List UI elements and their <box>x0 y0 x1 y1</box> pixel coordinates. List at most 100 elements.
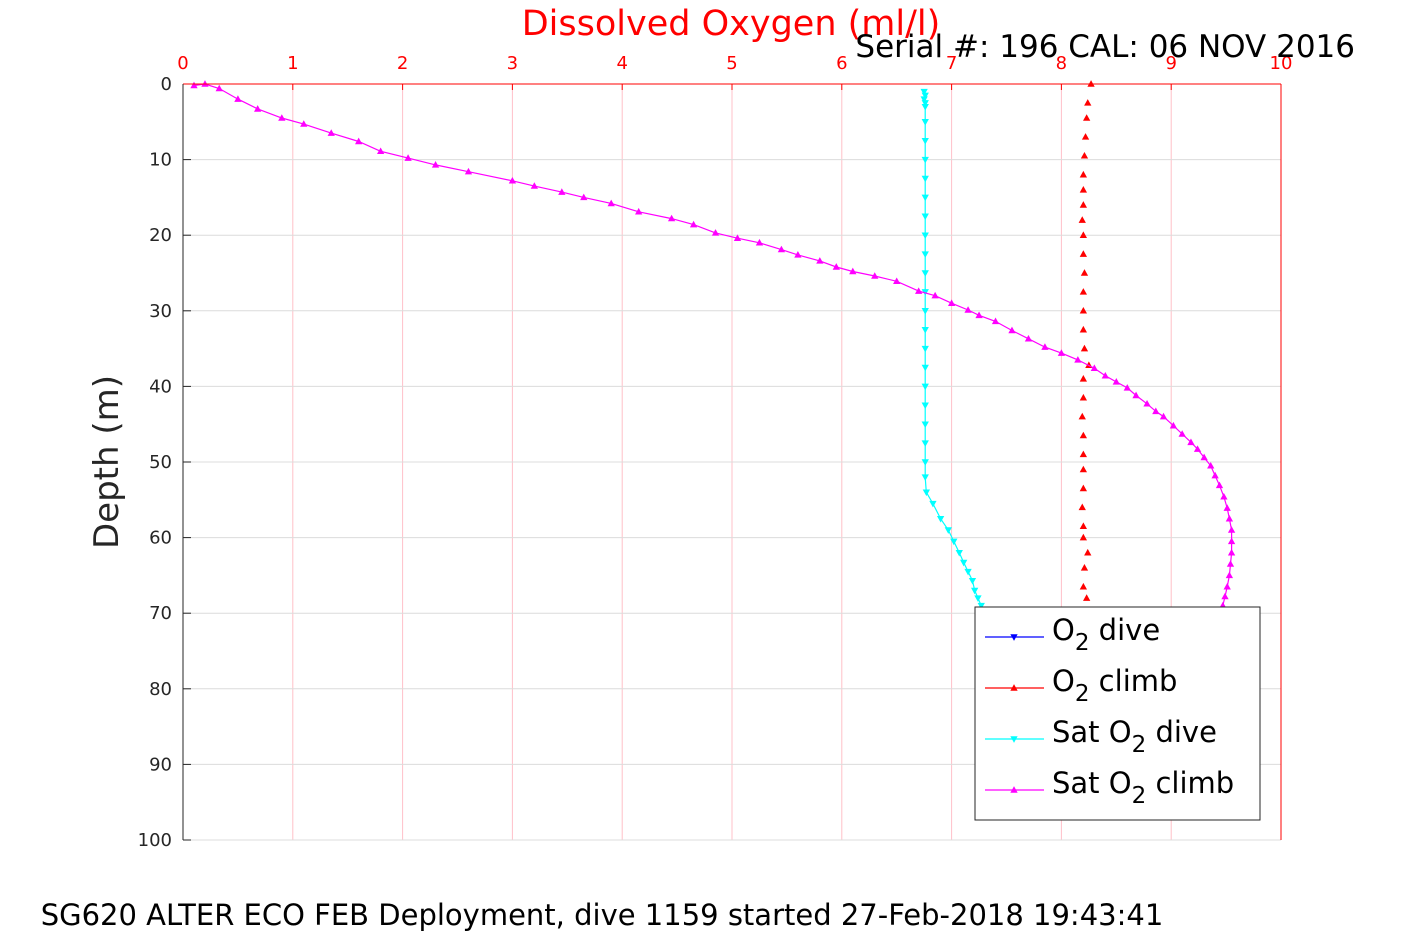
x-tick-label: 1 <box>287 53 298 74</box>
data-point <box>1079 522 1088 529</box>
y-tick-label: 40 <box>149 376 172 397</box>
data-point <box>1123 384 1131 391</box>
data-point <box>921 459 929 466</box>
data-point <box>1101 371 1109 379</box>
x-tick-label: 0 <box>177 53 188 74</box>
data-point <box>929 500 937 508</box>
data-point <box>921 103 929 111</box>
data-point <box>1226 560 1235 567</box>
data-point <box>921 270 929 277</box>
data-point <box>254 105 262 112</box>
data-point <box>977 602 985 610</box>
data-point <box>431 161 440 168</box>
data-point <box>1079 186 1088 193</box>
data-point <box>234 95 242 102</box>
data-point <box>464 167 473 175</box>
data-point <box>1169 421 1178 429</box>
data-point <box>921 175 929 183</box>
legend: O2 dive O2 climb Sat O2 dive Sat O2 climb <box>974 606 1261 821</box>
data-point <box>944 527 952 534</box>
y-tick-label: 100 <box>138 830 172 851</box>
data-point <box>1079 450 1088 458</box>
data-point <box>1010 736 1018 743</box>
data-point <box>1215 481 1224 489</box>
data-point <box>1225 514 1234 522</box>
y-tick-label: 70 <box>149 603 172 624</box>
data-point <box>733 234 742 241</box>
data-point <box>950 538 958 546</box>
data-point <box>278 114 286 121</box>
data-point <box>1080 151 1089 159</box>
data-point <box>1225 571 1234 579</box>
legend-box <box>974 606 1261 821</box>
data-point <box>1193 445 1202 452</box>
data-point <box>1223 504 1231 511</box>
data-point <box>1143 399 1151 407</box>
data-point <box>1080 564 1089 571</box>
data-point <box>1227 537 1236 545</box>
data-point <box>1079 484 1088 492</box>
x-tick-label: 5 <box>726 53 737 74</box>
data-point <box>849 267 857 275</box>
series-line <box>923 91 982 606</box>
data-point <box>921 364 929 372</box>
x-tick-label: 10 <box>1270 53 1293 74</box>
data-point <box>1080 269 1089 276</box>
x-tick-label: 4 <box>616 53 627 74</box>
data-point <box>1079 325 1088 333</box>
data-point <box>190 81 198 89</box>
data-point <box>960 559 968 567</box>
data-point <box>1083 114 1091 121</box>
data-point <box>921 232 929 240</box>
data-point <box>1024 334 1033 342</box>
data-point <box>1084 548 1092 556</box>
data-point <box>1010 786 1018 793</box>
data-point <box>1083 594 1091 601</box>
data-point <box>1079 201 1088 208</box>
data-point <box>355 137 363 145</box>
data-point <box>1227 526 1236 533</box>
data-point <box>404 154 412 161</box>
legend-label: Sat O2 dive <box>1052 715 1217 758</box>
data-point <box>920 88 928 96</box>
y-tick-label: 0 <box>161 74 172 95</box>
series-3 <box>190 80 1236 609</box>
data-point <box>1081 133 1090 140</box>
data-point <box>508 176 517 184</box>
data-point <box>931 291 939 299</box>
data-point <box>1079 393 1088 401</box>
data-point <box>1008 326 1016 334</box>
data-point <box>921 345 929 353</box>
data-point <box>922 489 930 497</box>
data-point <box>794 251 802 258</box>
y-axis-label: Depth (m) <box>87 375 127 549</box>
data-point <box>1010 684 1018 691</box>
data-point <box>1010 634 1018 641</box>
data-point <box>1178 430 1186 437</box>
data-point <box>991 317 1000 325</box>
data-point <box>921 308 929 315</box>
series-line <box>193 83 1233 606</box>
data-point <box>1220 492 1228 500</box>
data-point <box>947 299 956 306</box>
data-point <box>376 147 385 155</box>
data-point <box>1090 364 1098 371</box>
y-tick-label: 90 <box>149 754 172 775</box>
x-tick-label: 6 <box>836 53 847 74</box>
data-point <box>921 92 929 100</box>
data-point <box>964 306 972 313</box>
data-point <box>1078 412 1086 420</box>
data-point <box>1079 306 1088 314</box>
data-point <box>1079 533 1088 541</box>
data-point <box>968 577 977 585</box>
data-point <box>530 182 539 189</box>
legend-label: O2 climb <box>1052 664 1177 707</box>
data-point <box>1227 548 1236 556</box>
data-point <box>1079 375 1088 382</box>
data-point <box>1223 582 1231 590</box>
legend-entry: Sat O2 climb <box>985 766 1234 809</box>
data-point <box>832 263 840 270</box>
data-point <box>215 84 223 92</box>
